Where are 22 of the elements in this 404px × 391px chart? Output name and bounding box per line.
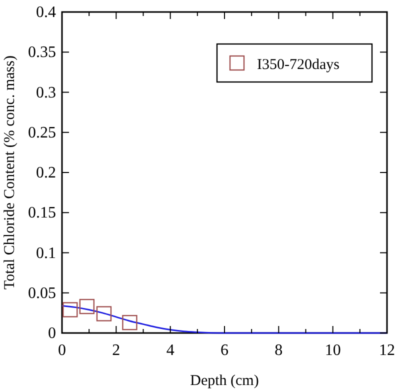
point — [62, 302, 78, 318]
x-tick-label: 2 — [112, 342, 120, 359]
x-tick-label: 8 — [274, 342, 283, 359]
y-tick-label: 0.15 — [28, 204, 56, 222]
y-tick-label: 0.4 — [36, 4, 56, 21]
y-axis-title: Total Chloride Content (% conc. mass) — [2, 56, 18, 290]
y-tick-label: 0.3 — [36, 84, 56, 102]
y-tick-label: 0.2 — [36, 164, 56, 182]
y-tick-label: 0 — [48, 325, 56, 342]
legend-label: I350-720days — [257, 57, 340, 73]
x-tick-label: 10 — [324, 342, 341, 359]
y-tick-label: 0.35 — [28, 44, 56, 62]
x-tick-label: 6 — [220, 342, 228, 359]
x-axis-title: Depth (cm) — [190, 373, 259, 389]
y-tick-label: 0.25 — [28, 124, 56, 142]
y-tick-label: 0.05 — [28, 284, 56, 302]
point — [122, 314, 138, 330]
y-tick-label: 0.1 — [36, 244, 56, 262]
x-tick-label: 4 — [166, 342, 174, 359]
point — [96, 306, 112, 322]
point — [79, 298, 95, 314]
x-tick-label: 12 — [379, 342, 395, 359]
